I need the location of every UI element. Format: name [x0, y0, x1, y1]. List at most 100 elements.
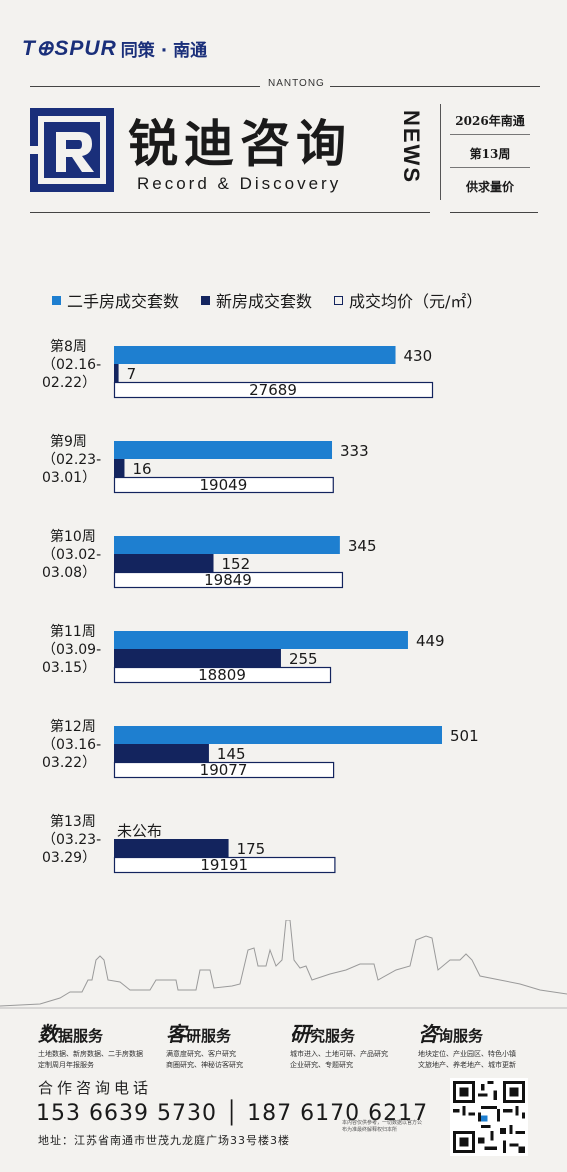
service-desc: 城市进入、土地可研、产品研究	[290, 1050, 388, 1058]
service-title: 究服务	[310, 1027, 356, 1045]
service-desc: 土地数据、新房数据、二手房数据	[38, 1050, 143, 1058]
side-separator	[450, 167, 530, 168]
service-data: 数据服务 土地数据、新房数据、二手房数据 定制周月年报服务	[38, 1018, 158, 1071]
masthead-bottom-line	[30, 212, 430, 213]
value-label-new-home: 16	[132, 460, 151, 478]
legend-swatch	[201, 295, 211, 305]
bar-new-home	[114, 649, 281, 667]
legend-label: 新房成交套数	[216, 292, 313, 311]
value-label-new-home: 255	[289, 650, 318, 668]
value-label-second-hand: 430	[404, 347, 433, 365]
legend-item-second-hand: 二手房成交套数	[52, 288, 179, 312]
bar-second-hand	[114, 346, 396, 364]
bar-new-home	[114, 744, 209, 762]
city-label: NANTONG	[268, 78, 325, 89]
category-label: 03.15）	[42, 660, 96, 676]
logo-text: T⊕SPUR	[22, 36, 117, 60]
service-title-initial: 咨	[418, 1022, 438, 1046]
service-title: 询服务	[438, 1027, 484, 1045]
masthead-subtitle: Record & Discovery	[137, 174, 342, 193]
value-label-price: 19049	[200, 476, 248, 494]
category-label: （03.09-	[42, 642, 101, 658]
value-label-price: 18809	[198, 666, 246, 684]
category-label: （03.16-	[42, 737, 101, 753]
category-label: 第10周	[50, 528, 96, 545]
divider-right	[330, 86, 540, 87]
legend-item-new-home: 新房成交套数	[201, 288, 312, 312]
service-research: 研究服务 城市进入、土地可研、产品研究 企业研究、专题研究	[290, 1018, 410, 1071]
category-label: 第8周	[50, 338, 87, 355]
service-desc: 地块定位、产业园区、特色小镇	[418, 1050, 516, 1058]
legend-label: 成交均价（元/㎡）	[349, 292, 483, 311]
bar-price	[113, 571, 344, 589]
disclaimer-note: 本内容仅供参考，一切数据以官方公布为准最终解释权归本所	[342, 1120, 423, 1133]
category-label: 02.22）	[42, 375, 96, 391]
side-topic: 供求量价	[465, 180, 514, 194]
category-label: 第9周	[50, 433, 87, 450]
masthead-bottom-line-right	[450, 212, 538, 213]
category-label: 03.29）	[42, 850, 96, 866]
missing-label: 未公布	[117, 822, 162, 840]
value-label-new-home: 152	[222, 555, 251, 573]
value-label-new-home: 7	[127, 365, 137, 383]
category-label: 03.08）	[42, 565, 96, 581]
service-consulting: 咨询服务 地块定位、产业园区、特色小镇 文旅地产、养老地产、城市更新	[418, 1018, 538, 1071]
legend-label: 二手房成交套数	[67, 292, 180, 311]
value-label-second-hand: 345	[348, 537, 377, 555]
value-label-new-home: 145	[217, 745, 246, 763]
legend-item-price: 成交均价（元/㎡）	[334, 288, 482, 312]
value-label-price: 27689	[249, 381, 297, 399]
tospur-logo: T⊕SPUR 同策 · 南通	[22, 34, 207, 62]
category-label: 第13周	[50, 813, 96, 830]
value-label-second-hand: 501	[450, 727, 479, 745]
legend-swatch	[52, 295, 61, 305]
bar-new-home	[114, 839, 229, 857]
service-title-initial: 客	[166, 1022, 186, 1046]
service-desc: 文旅地产、养老地产、城市更新	[418, 1061, 516, 1069]
bar-price	[113, 761, 335, 779]
divider-left	[30, 86, 260, 87]
value-label-price: 19849	[204, 571, 252, 589]
bar-second-hand	[114, 441, 333, 459]
service-customer: 客研服务 满意度研究、客户研究 商圈研究、神秘访客研究	[166, 1018, 286, 1071]
service-desc: 企业研究、专题研究	[290, 1061, 353, 1069]
contact-phones: 153 6639 5730 │ 187 6170 6217	[36, 1101, 429, 1126]
category-label: （03.02-	[42, 547, 101, 563]
side-week: 第13周	[469, 147, 511, 161]
service-title-initial: 研	[290, 1022, 310, 1046]
chart-legend: 二手房成交套数 新房成交套数 成交均价（元/㎡）	[52, 288, 482, 312]
news-label: NEWS	[400, 110, 424, 184]
bar-new-home	[114, 364, 119, 382]
value-label-new-home: 175	[237, 840, 266, 858]
service-title: 研服务	[186, 1027, 232, 1045]
brand-name: 同策 · 南通	[120, 40, 208, 61]
side-separator	[450, 134, 530, 135]
bar-new-home	[114, 554, 214, 572]
contact-address: 地址：江苏省南通市世茂九龙庭广场33号楼3楼	[38, 1134, 290, 1147]
category-label: 03.22）	[42, 755, 96, 771]
side-year: 2026年南通	[455, 114, 525, 128]
value-label-price: 19191	[200, 856, 248, 874]
service-title-initial: 数	[38, 1022, 58, 1046]
value-label-price: 19077	[200, 761, 248, 779]
skyline-illustration	[0, 920, 567, 1009]
value-label-second-hand: 333	[340, 442, 369, 460]
masthead-title: 锐迪咨询	[128, 115, 352, 173]
bar-price	[113, 856, 336, 874]
vertical-divider	[440, 104, 441, 200]
bar-price	[113, 476, 334, 494]
value-label-second-hand: 449	[416, 632, 445, 650]
category-label: 03.01）	[42, 470, 96, 486]
bar-new-home	[114, 459, 125, 477]
bar-second-hand	[114, 631, 408, 649]
category-label: 第12周	[50, 718, 96, 735]
news-text: NEWS	[400, 110, 424, 184]
legend-swatch	[334, 295, 344, 305]
category-label: （02.16-	[42, 357, 101, 373]
category-label: 第11周	[50, 623, 96, 640]
service-desc: 满意度研究、客户研究	[166, 1050, 236, 1058]
bar-price	[113, 666, 332, 684]
service-title: 据服务	[58, 1027, 104, 1045]
service-desc: 商圈研究、神秘访客研究	[166, 1061, 243, 1069]
